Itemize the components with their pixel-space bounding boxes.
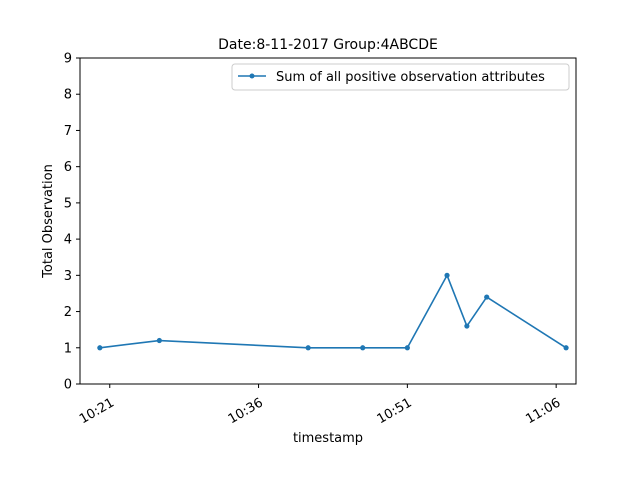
data-point (360, 345, 366, 351)
y-tick-label: 2 (64, 305, 72, 320)
x-tick-label: 10:36 (226, 395, 266, 427)
legend-box (231, 63, 570, 91)
plot-area (80, 58, 576, 384)
chart-title: Date:8-11-2017 Group:4ABCDE (218, 37, 438, 53)
y-tick-label: 6 (64, 160, 72, 175)
x-tick-label: 10:21 (77, 395, 117, 427)
legend-point-marker (249, 73, 255, 79)
y-tick-label: 4 (64, 233, 72, 248)
y-tick-label: 9 (64, 52, 72, 67)
y-tick-label: 8 (64, 88, 72, 103)
data-point (484, 294, 490, 300)
y-tick-label: 3 (64, 269, 72, 284)
data-point (563, 345, 569, 351)
x-axis-label: timestamp (293, 431, 363, 446)
legend-label: Sum of all positive observation attribut… (276, 70, 545, 85)
data-point (156, 337, 162, 344)
data-point (97, 345, 103, 351)
data-point (404, 345, 410, 351)
y-axis: 0 1 2 3 4 5 6 7 8 9 (64, 52, 80, 393)
y-axis-label: Total Observation (41, 164, 56, 279)
x-axis: 10:21 10:36 10:51 11:06 (77, 384, 563, 427)
x-tick-label: 11:06 (523, 395, 563, 427)
plot-frame (79, 57, 577, 385)
data-point (305, 345, 311, 351)
legend: Sum of all positive observation attribut… (231, 63, 570, 91)
y-tick-label: 1 (64, 341, 72, 356)
series-layer (97, 272, 569, 351)
x-tick-label: 10:51 (375, 395, 415, 427)
y-tick-label: 7 (64, 124, 72, 139)
y-tick-label: 5 (64, 196, 72, 211)
y-tick-label: 0 (64, 378, 72, 393)
data-point (464, 323, 470, 329)
data-point (444, 272, 450, 278)
